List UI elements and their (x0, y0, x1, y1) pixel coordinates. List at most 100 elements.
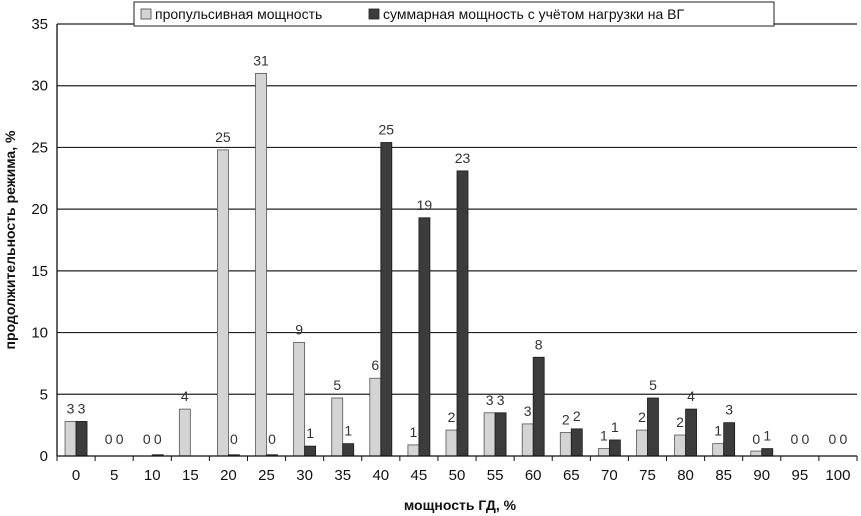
x-tick-label: 25 (258, 467, 275, 484)
x-tick-label: 70 (601, 467, 618, 484)
data-label: 1 (306, 425, 314, 441)
legend-label-propulsive: пропульсивная мощность (155, 6, 322, 22)
data-label: 3 (486, 392, 494, 408)
data-label: 5 (649, 377, 657, 393)
data-label: 0 (116, 431, 124, 447)
y-tick-label: 15 (31, 263, 48, 280)
y-tick-labels: 0 5 10 15 20 25 30 35 (31, 16, 48, 465)
bar-total (75, 421, 88, 457)
bar-total (685, 408, 697, 457)
data-label: 1 (714, 423, 722, 439)
y-tick-label: 20 (31, 201, 48, 218)
x-tick-label: 95 (792, 467, 809, 484)
data-label: 0 (154, 431, 162, 447)
x-tick-label: 45 (411, 467, 428, 484)
data-label: 0 (268, 431, 276, 447)
y-tick-label: 35 (31, 16, 48, 33)
bar-propulsive (331, 397, 344, 457)
bar-total (342, 443, 355, 457)
data-label: 9 (295, 321, 303, 337)
data-label: 25 (379, 121, 395, 137)
bar-propulsive (483, 412, 496, 457)
bar-total (608, 439, 621, 457)
bar-total (570, 428, 583, 457)
legend-swatch-propulsive (140, 8, 152, 20)
bar-propulsive (293, 342, 306, 457)
x-tick-label: 60 (525, 467, 542, 484)
x-tick-label: 10 (144, 467, 161, 484)
data-label: 3 (497, 392, 505, 408)
bar-propulsive (750, 450, 763, 457)
data-label: 2 (562, 412, 570, 428)
x-tick-label: 0 (72, 467, 80, 484)
bar-propulsive (64, 421, 77, 457)
bar-propulsive (674, 434, 686, 457)
x-tick-label: 5 (110, 467, 118, 484)
data-label: 3 (524, 403, 532, 419)
data-label: 3 (725, 402, 733, 418)
data-label: 1 (611, 419, 619, 435)
bar-propulsive (369, 377, 382, 457)
data-label: 0 (840, 431, 848, 447)
data-label: 1 (600, 428, 608, 444)
bar-propulsive (407, 444, 420, 457)
x-tick-labels: 0 5 10 15 20 25 30 35 40 45 50 55 60 65 70 75 80 85 90 95 10… (72, 467, 851, 484)
x-tick-label: 100 (825, 467, 850, 484)
data-label: 0 (801, 431, 809, 447)
legend-label-total: суммарная мощность с учётом нагрузки на … (383, 6, 684, 22)
legend-swatch-total (368, 8, 380, 20)
data-label: 4 (687, 388, 695, 404)
bar-total (380, 142, 393, 457)
x-tick-label: 65 (563, 467, 580, 484)
data-label: 0 (143, 431, 151, 447)
bar-propulsive (559, 432, 572, 457)
data-label: 1 (763, 428, 771, 444)
data-label: 0 (790, 431, 798, 447)
data-label: 8 (535, 336, 543, 352)
x-tick-label: 35 (334, 467, 351, 484)
bar-propulsive (178, 408, 191, 457)
y-axis-title: продолжительность режима, % (2, 130, 18, 349)
data-label: 6 (371, 357, 379, 373)
axes (56, 24, 858, 461)
x-tick-label: 20 (220, 467, 237, 484)
data-label: 19 (417, 197, 433, 213)
x-tick-label: 40 (372, 467, 389, 484)
bar-total (304, 445, 317, 457)
bar-total (418, 217, 431, 457)
data-label: 4 (181, 388, 189, 404)
data-label: 2 (448, 409, 456, 425)
x-axis-title: мощность ГД, % (404, 497, 517, 513)
data-label: 3 (67, 400, 75, 416)
data-label: 23 (455, 150, 471, 166)
bar-propulsive (445, 429, 458, 457)
x-tick-label: 50 (449, 467, 466, 484)
x-tick-label: 85 (715, 467, 732, 484)
bar-total (647, 397, 659, 457)
bar-total (456, 170, 469, 457)
data-label: 0 (829, 431, 837, 447)
x-tick-label: 15 (182, 467, 199, 484)
data-label: 31 (253, 52, 269, 68)
data-label: 2 (676, 414, 684, 430)
bar-propulsive (255, 72, 267, 457)
data-label: 5 (333, 377, 341, 393)
data-label: 2 (573, 408, 581, 424)
bar-propulsive (636, 429, 648, 457)
bars (64, 72, 774, 457)
y-tick-label: 30 (31, 78, 48, 95)
legend: пропульсивная мощность суммарная мощност… (133, 1, 775, 27)
y-tick-label: 25 (31, 139, 48, 156)
x-tick-label: 80 (677, 467, 694, 484)
data-label: 25 (215, 129, 231, 145)
data-label: 1 (410, 424, 418, 440)
data-label: 0 (752, 431, 760, 447)
y-tick-label: 10 (31, 325, 48, 342)
data-label: 1 (344, 423, 352, 439)
legend-box (133, 1, 775, 27)
bar-total (761, 448, 774, 457)
data-label: 2 (638, 409, 646, 425)
data-label: 3 (78, 400, 86, 416)
